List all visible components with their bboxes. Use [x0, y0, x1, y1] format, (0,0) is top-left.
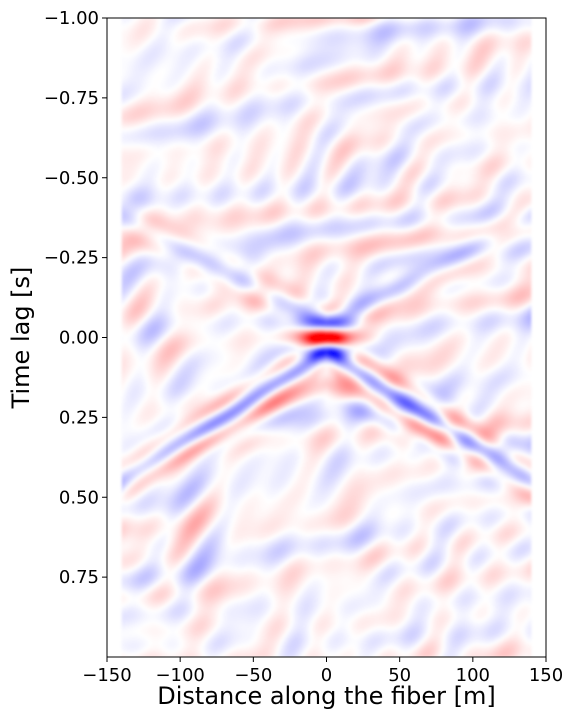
x-tick-label: −100	[155, 665, 204, 686]
y-tick-label: 0.25	[59, 407, 99, 428]
heatmap-image	[107, 18, 546, 657]
x-axis-label: Distance along the fiber [m]	[157, 682, 495, 710]
x-tick-label: 150	[529, 665, 563, 686]
x-tick-label: −50	[234, 665, 272, 686]
y-tick-label: −1.00	[44, 8, 99, 29]
y-tick-label: 0.00	[59, 328, 99, 349]
y-tick-label: −0.25	[44, 248, 99, 269]
y-tick-label: 0.50	[59, 487, 99, 508]
x-axis: −150 −100 −50 0 50 100 150	[82, 657, 563, 686]
y-tick-label: −0.50	[44, 168, 99, 189]
heatmap-cells	[107, 18, 546, 657]
y-axis-label: Time lag [s]	[7, 267, 35, 410]
x-tick-label: 100	[456, 665, 490, 686]
y-tick-label: −0.75	[44, 88, 99, 109]
x-tick-label: 0	[321, 665, 332, 686]
x-tick-label: −150	[82, 665, 131, 686]
y-tick-label: 0.75	[59, 567, 99, 588]
x-tick-label: 50	[388, 665, 411, 686]
y-axis: −1.00 −0.75 −0.50 −0.25 0.00 0.25 0.50 0.75	[44, 8, 107, 588]
heatmap-plot-area	[106, 17, 547, 658]
